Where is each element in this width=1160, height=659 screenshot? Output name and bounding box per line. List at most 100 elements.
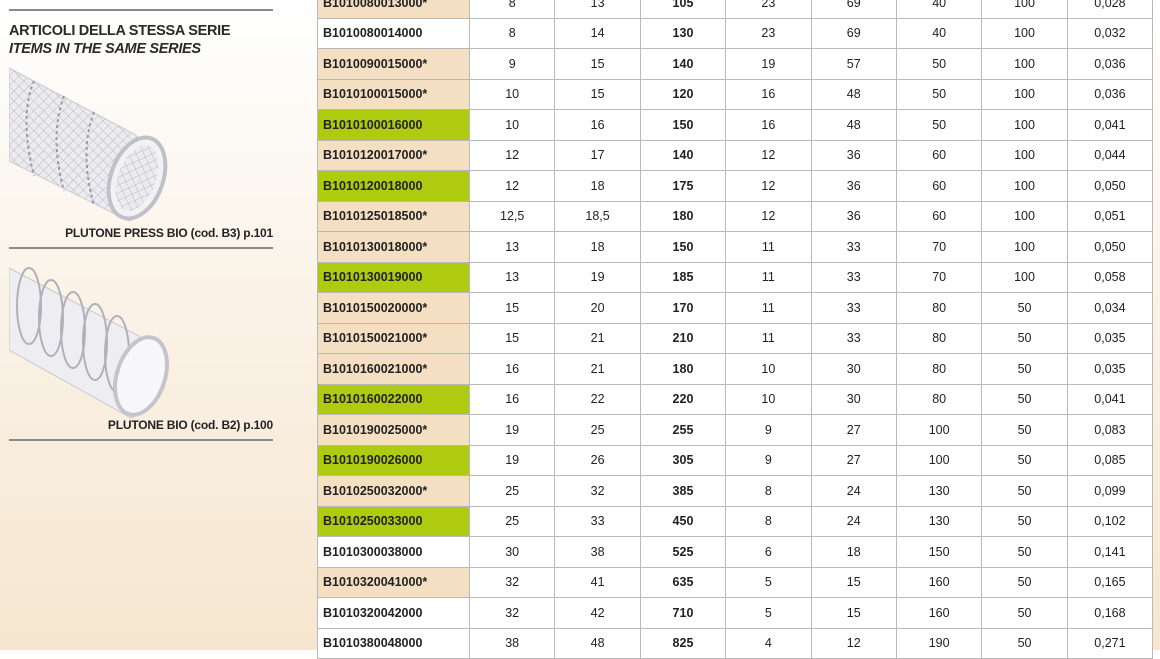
table-cell: 0,102	[1066, 505, 1154, 537]
table-cell: 24	[810, 475, 897, 507]
table-cell: 175	[639, 170, 727, 202]
table-cell: 25	[468, 505, 556, 537]
table-cell: 100	[981, 109, 1068, 141]
table-cell: 19	[725, 48, 812, 80]
table-cell: 18,5	[554, 200, 641, 232]
table-cell: 50	[981, 353, 1068, 385]
table-cell: 18	[810, 536, 897, 568]
table-cell: 100	[981, 0, 1068, 19]
table-cell: 635	[639, 566, 727, 598]
table-cell: 80	[895, 322, 983, 354]
table-cell: 160	[895, 566, 983, 598]
table-cell: 11	[725, 292, 812, 324]
table-cell: 0,028	[1066, 0, 1154, 19]
table-cell: 18	[554, 170, 641, 202]
product-code: B1010190025000*	[317, 414, 470, 446]
product-code: B1010160021000*	[317, 353, 470, 385]
table-cell: 40	[895, 17, 983, 49]
related-item-caption[interactable]: PLUTONE BIO (cod. B2) p.100	[107, 418, 273, 432]
table-cell: 70	[895, 231, 983, 263]
product-code: B1010250033000	[317, 505, 470, 537]
table-cell: 33	[810, 231, 897, 263]
section-title: ARTICOLI DELLA STESSA SERIE ITEMS IN THE…	[9, 22, 231, 58]
table-cell: 0,032	[1066, 17, 1154, 49]
table-cell: 9	[725, 414, 812, 446]
table-cell: 100	[981, 78, 1068, 110]
table-cell: 255	[639, 414, 727, 446]
table-cell: 12	[725, 170, 812, 202]
table-cell: 80	[895, 292, 983, 324]
table-cell: 60	[895, 139, 983, 171]
braided-hose-image	[9, 67, 168, 222]
table-cell: 120	[639, 78, 727, 110]
table-cell: 11	[725, 261, 812, 293]
table-cell: 50	[981, 536, 1068, 568]
table-row: B1010130019000 13 19 185 11 33 70 100 0,058	[317, 261, 1154, 293]
table-cell: 150	[895, 536, 983, 568]
table-cell: 450	[639, 505, 727, 537]
table-cell: 150	[639, 109, 727, 141]
table-row: B1010250033000 25 33 450 8 24 130 50 0,102	[317, 505, 1154, 537]
table-cell: 12	[468, 139, 556, 171]
table-cell: 36	[810, 139, 897, 171]
table-cell: 11	[725, 231, 812, 263]
table-cell: 21	[554, 322, 641, 354]
table-cell: 50	[895, 78, 983, 110]
product-code: B1010130019000	[317, 261, 470, 293]
table-row: B1010160021000* 16 21 180 10 30 80 50 0,035	[317, 353, 1154, 385]
table-cell: 26	[554, 444, 641, 476]
table-cell: 40	[895, 0, 983, 19]
table-cell: 0,041	[1066, 383, 1154, 415]
table-cell: 0,034	[1066, 292, 1154, 324]
table-cell: 23	[725, 0, 812, 19]
product-code: B1010120017000*	[317, 139, 470, 171]
table-cell: 0,051	[1066, 200, 1154, 232]
product-code: B1010190026000	[317, 444, 470, 476]
product-code: B1010130018000*	[317, 231, 470, 263]
table-cell: 140	[639, 139, 727, 171]
table-cell: 30	[468, 536, 556, 568]
table-cell: 130	[895, 475, 983, 507]
table-cell: 180	[639, 200, 727, 232]
product-code: B1010150020000*	[317, 292, 470, 324]
table-cell: 0,044	[1066, 139, 1154, 171]
table-cell: 22	[554, 383, 641, 415]
product-code: B1010100015000*	[317, 78, 470, 110]
table-cell: 48	[554, 627, 641, 659]
table-cell: 69	[810, 17, 897, 49]
table-cell: 100	[981, 17, 1068, 49]
table-cell: 130	[639, 17, 727, 49]
table-cell: 0,165	[1066, 566, 1154, 598]
table-cell: 0,036	[1066, 48, 1154, 80]
table-cell: 27	[810, 444, 897, 476]
table-cell: 8	[725, 505, 812, 537]
table-cell: 15	[554, 48, 641, 80]
table-cell: 180	[639, 353, 727, 385]
table-cell: 33	[554, 505, 641, 537]
table-row: B1010100015000* 10 15 120 16 48 50 100 0,036	[317, 78, 1154, 110]
table-cell: 24	[810, 505, 897, 537]
divider	[9, 439, 273, 441]
table-cell: 0,036	[1066, 78, 1154, 110]
table-row: B1010190026000 19 26 305 9 27 100 50 0,085	[317, 444, 1154, 476]
table-cell: 0,099	[1066, 475, 1154, 507]
table-row: B1010130018000* 13 18 150 11 33 70 100 0,050	[317, 231, 1154, 263]
table-cell: 50	[981, 627, 1068, 659]
table-cell: 50	[981, 475, 1068, 507]
table-cell: 385	[639, 475, 727, 507]
table-cell: 6	[725, 536, 812, 568]
table-cell: 50	[981, 322, 1068, 354]
table-cell: 185	[639, 261, 727, 293]
spiral-hose-image	[9, 267, 169, 418]
table-cell: 20	[554, 292, 641, 324]
product-code: B1010125018500*	[317, 200, 470, 232]
related-item-caption[interactable]: PLUTONE PRESS BIO (cod. B3) p.101	[65, 226, 273, 240]
table-cell: 220	[639, 383, 727, 415]
table-cell: 12	[810, 627, 897, 659]
table-row: B1010090015000* 9 15 140 19 57 50 100 0,036	[317, 48, 1154, 80]
table-cell: 38	[554, 536, 641, 568]
product-code: B1010150021000*	[317, 322, 470, 354]
table-cell: 10	[725, 353, 812, 385]
title-italian: ARTICOLI DELLA STESSA SERIE	[9, 23, 231, 39]
table-cell: 4	[725, 627, 812, 659]
